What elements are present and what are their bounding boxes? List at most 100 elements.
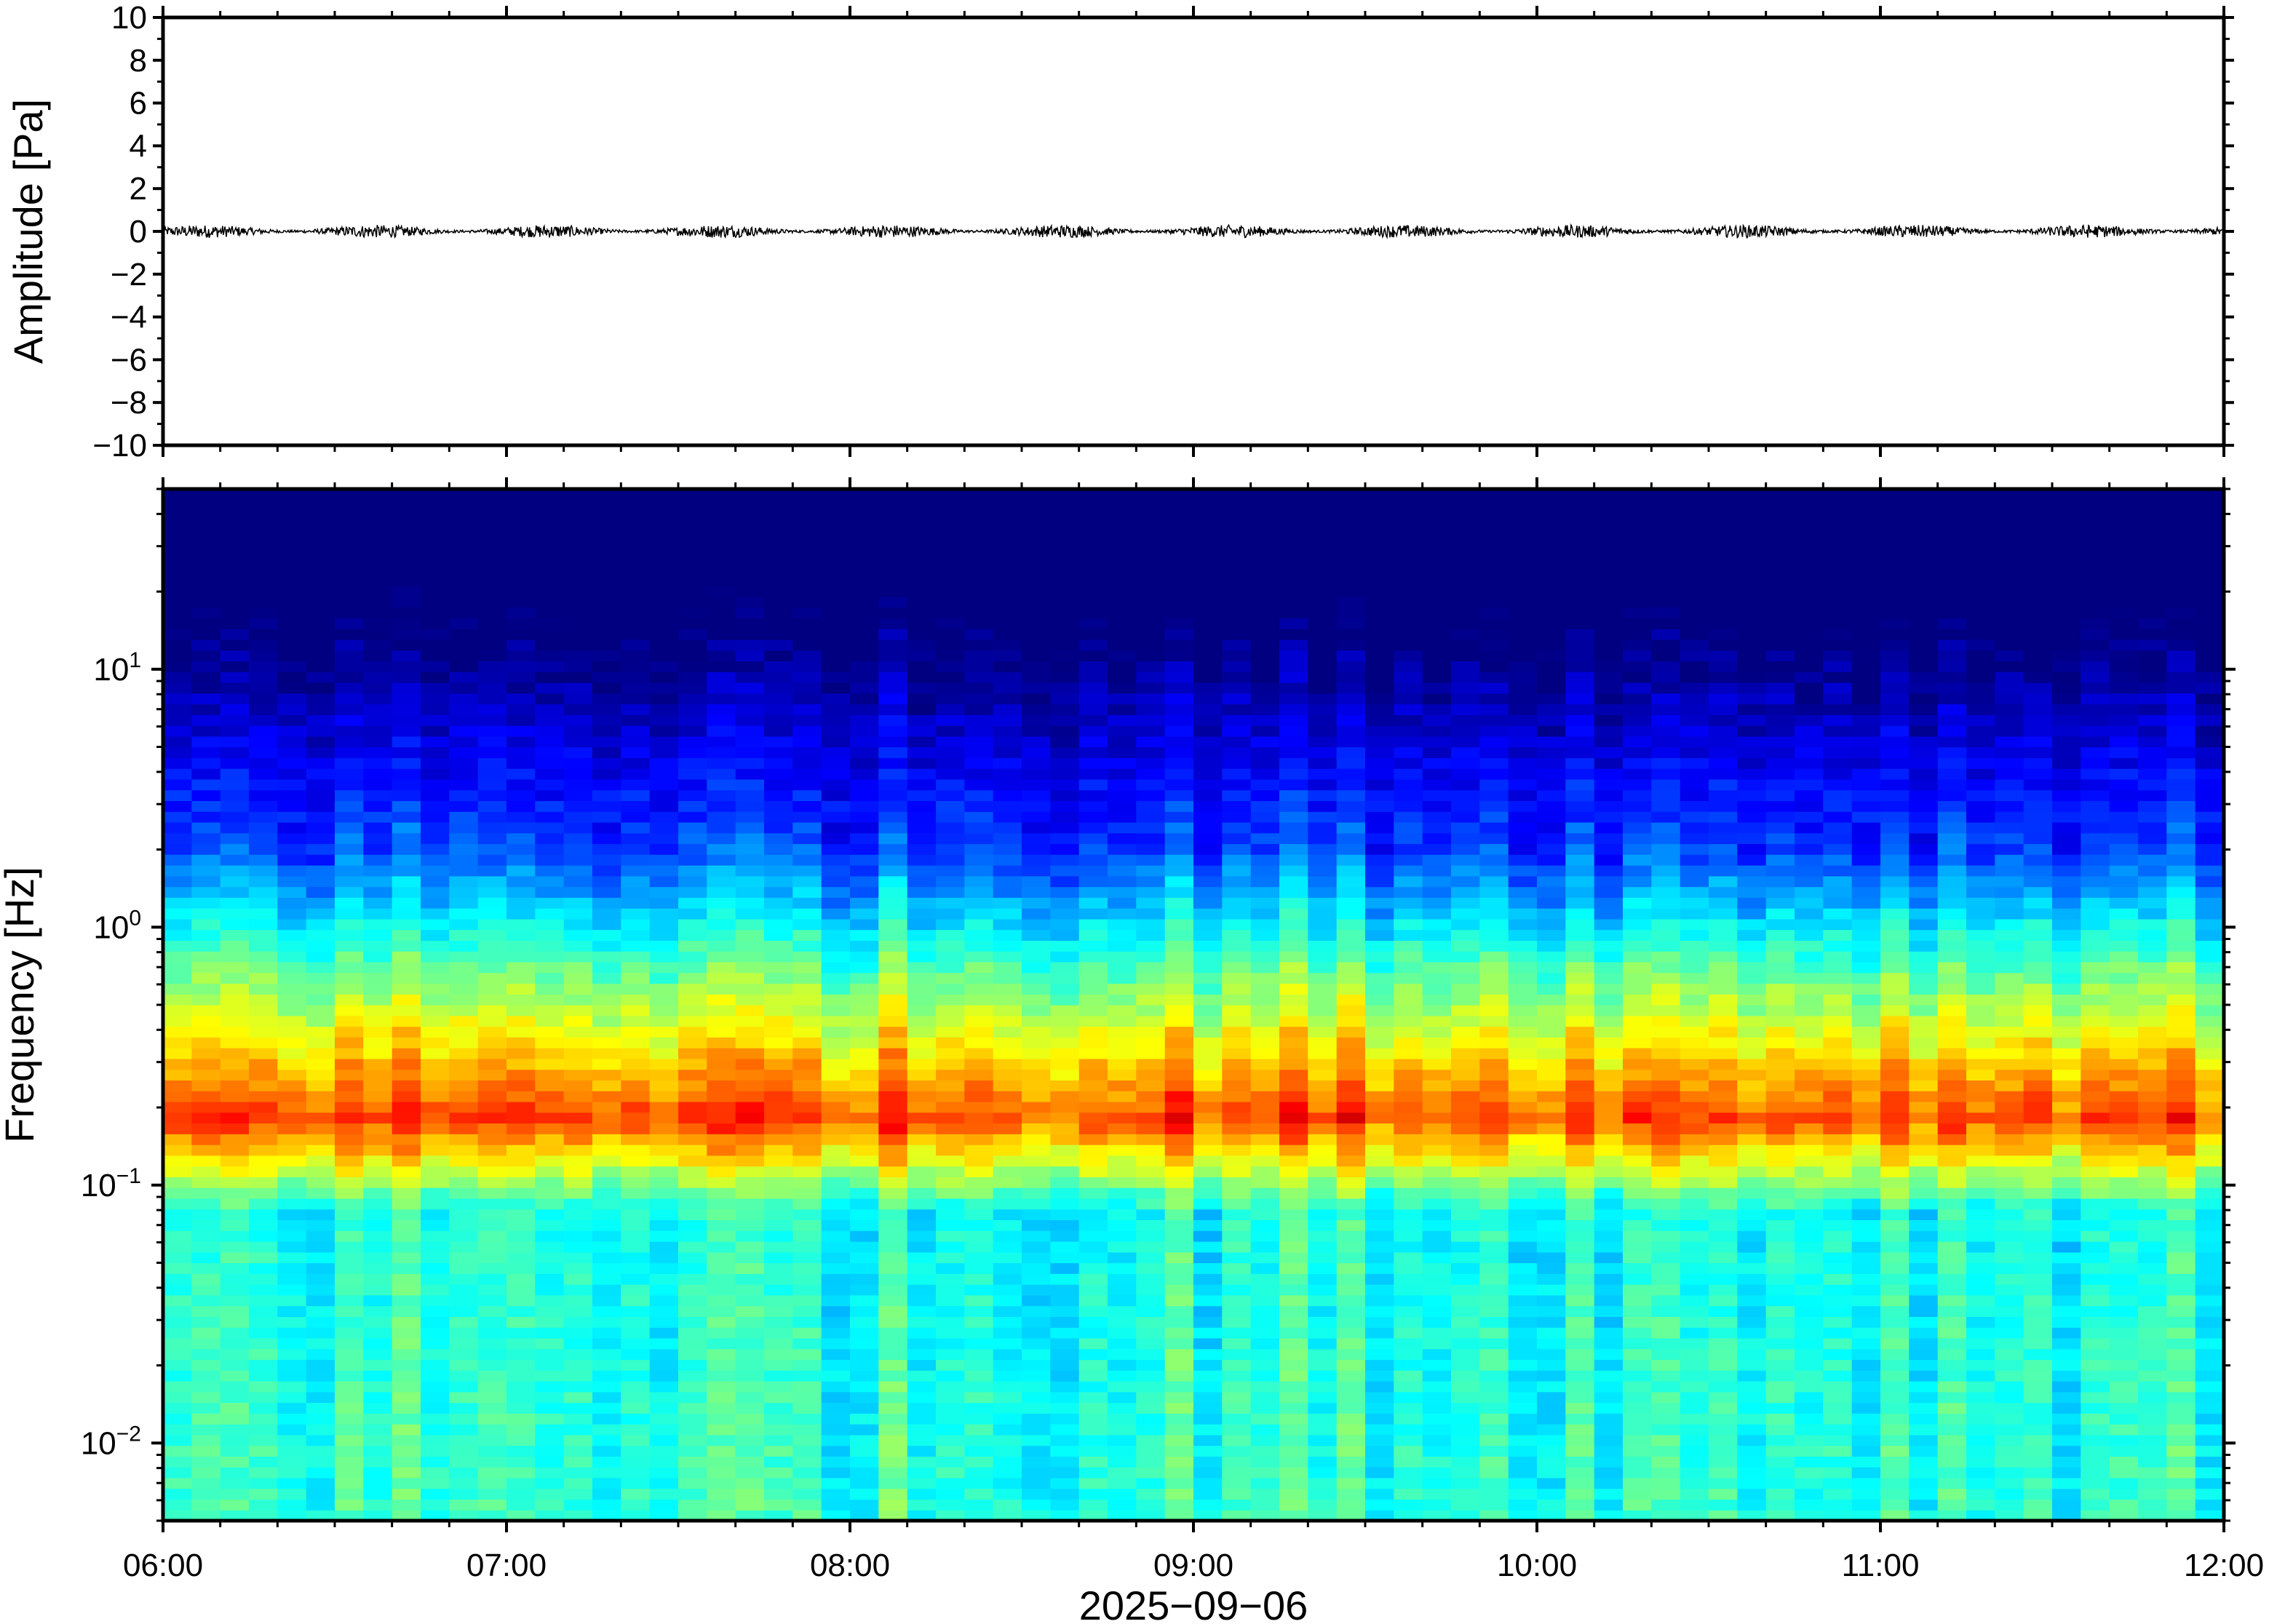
spectrogram-cell <box>1078 1445 1108 1457</box>
spectrogram-cell <box>477 1005 507 1016</box>
spectrogram-cell <box>878 618 908 629</box>
spectrogram-cell <box>1565 1134 1595 1145</box>
spectrogram-cell <box>764 510 793 522</box>
spectrogram-cell <box>1394 1359 1423 1371</box>
spectrogram-cell <box>678 532 707 544</box>
spectrogram-cell <box>220 929 250 941</box>
spectrogram-cell <box>936 1058 965 1070</box>
spectrogram-cell <box>277 1048 307 1059</box>
spectrogram-cell <box>1108 779 1137 791</box>
spectrogram-cell <box>993 596 1022 608</box>
spectrogram-cell <box>1365 1402 1394 1414</box>
spectrogram-cell <box>421 585 450 597</box>
spectrogram-cell <box>907 1467 937 1478</box>
spectrogram-cell <box>1193 800 1223 812</box>
spectrogram-cell <box>1193 1166 1223 1177</box>
spectrogram-cell <box>277 532 307 544</box>
spectrogram-cell <box>477 499 507 512</box>
spectrogram-cell <box>1050 715 1080 726</box>
spectrogram-cell <box>1508 1177 1538 1188</box>
spectrogram-cell <box>1479 564 1509 576</box>
spectrogram-cell <box>163 618 192 629</box>
spectrogram-cell <box>907 1219 937 1231</box>
spectrogram-cell <box>792 1424 822 1436</box>
spectrogram-cell <box>821 542 851 554</box>
spectrogram-cell <box>621 682 651 694</box>
spectrogram-cell <box>1222 1477 1252 1489</box>
spectrogram-cell <box>964 1048 994 1059</box>
spectrogram-cell <box>764 994 793 1006</box>
spectrogram-cell <box>821 1499 851 1510</box>
spectrogram-cell <box>792 994 822 1006</box>
spectrogram-cell <box>392 1488 421 1500</box>
spectrogram-cell <box>1594 1209 1624 1220</box>
spectrogram-cell <box>535 1058 565 1070</box>
spectrogram-cell <box>1537 1145 1566 1156</box>
spectrogram-cell <box>764 811 793 823</box>
spectrogram-cell <box>936 1134 965 1145</box>
spectrogram-cell <box>735 1177 765 1188</box>
spectrogram-cell <box>335 532 364 544</box>
spectrogram-cell <box>449 596 479 608</box>
spectrogram-cell <box>735 1037 765 1048</box>
spectrogram-cell <box>678 832 707 845</box>
spectrogram-cell <box>907 1241 937 1253</box>
spectrogram-cell <box>1508 1467 1538 1478</box>
spectrogram-cell <box>907 1305 937 1317</box>
spectrogram-cell <box>1451 1294 1480 1307</box>
spectrogram-cell <box>277 757 307 769</box>
spectrogram-cell <box>1108 929 1137 941</box>
spectrogram-cell <box>707 521 736 533</box>
spectrogram-cell <box>1136 532 1166 544</box>
spectrogram-cell <box>421 1134 450 1145</box>
spectrogram-cell <box>449 1467 479 1478</box>
spectrogram-cell <box>1537 1445 1566 1457</box>
spectrogram-cell <box>1164 1284 1194 1296</box>
spectrogram-cell <box>1594 1219 1624 1231</box>
spectrogram-cell <box>1250 951 1280 963</box>
spectrogram-cell <box>735 1327 765 1339</box>
spectrogram-cell <box>621 865 651 877</box>
spectrogram-cell <box>1479 789 1509 801</box>
spectrogram-cell <box>707 843 736 855</box>
spectrogram-cell <box>735 1069 765 1080</box>
spectrogram-cell <box>1250 1381 1280 1393</box>
spectrogram-cell <box>1050 929 1080 941</box>
spectrogram-cell <box>964 1370 994 1382</box>
spectrogram-cell <box>363 961 393 974</box>
spectrogram-cell <box>964 736 994 748</box>
spectrogram-cell <box>1594 1005 1624 1016</box>
spectrogram-cell <box>764 757 793 769</box>
spectrogram-cell <box>1022 1005 1051 1016</box>
spectrogram-cell <box>649 1166 679 1177</box>
spectrogram-cell <box>1136 1058 1166 1070</box>
spectrogram-cell <box>1050 672 1080 683</box>
spectrogram-cell <box>1565 1499 1595 1510</box>
spectrogram-cell <box>535 1112 565 1124</box>
spectrogram-cell <box>764 1145 793 1156</box>
spectrogram-cell <box>535 725 565 737</box>
spectrogram-cell <box>1250 811 1280 823</box>
spectrogram-cell <box>1394 1209 1423 1220</box>
spectrogram-cell <box>1050 585 1080 597</box>
spectrogram-cell <box>335 704 364 715</box>
spectrogram-cell <box>392 918 421 931</box>
spectrogram-cell <box>964 1069 994 1080</box>
spectrogram-cell <box>1050 1187 1080 1199</box>
spectrogram-cell <box>1193 650 1223 661</box>
spectrogram-cell <box>993 1445 1022 1457</box>
spectrogram-cell <box>1108 1123 1137 1134</box>
spectrogram-cell <box>1508 1456 1538 1468</box>
spectrogram-cell <box>1222 1402 1252 1414</box>
spectrogram-cell <box>563 832 593 845</box>
spectrogram-cell <box>878 489 908 501</box>
spectrogram-cell <box>1336 1359 1366 1371</box>
spectrogram-cell <box>191 585 221 597</box>
spectrogram-cell <box>907 1048 937 1059</box>
spectrogram-cell <box>1336 1209 1366 1220</box>
spectrogram-cell <box>907 1284 937 1296</box>
spectrogram-cell <box>1336 1026 1366 1038</box>
spectrogram-cell <box>1594 1413 1624 1425</box>
spectrogram-cell <box>621 789 651 801</box>
spectrogram-cell <box>735 779 765 791</box>
